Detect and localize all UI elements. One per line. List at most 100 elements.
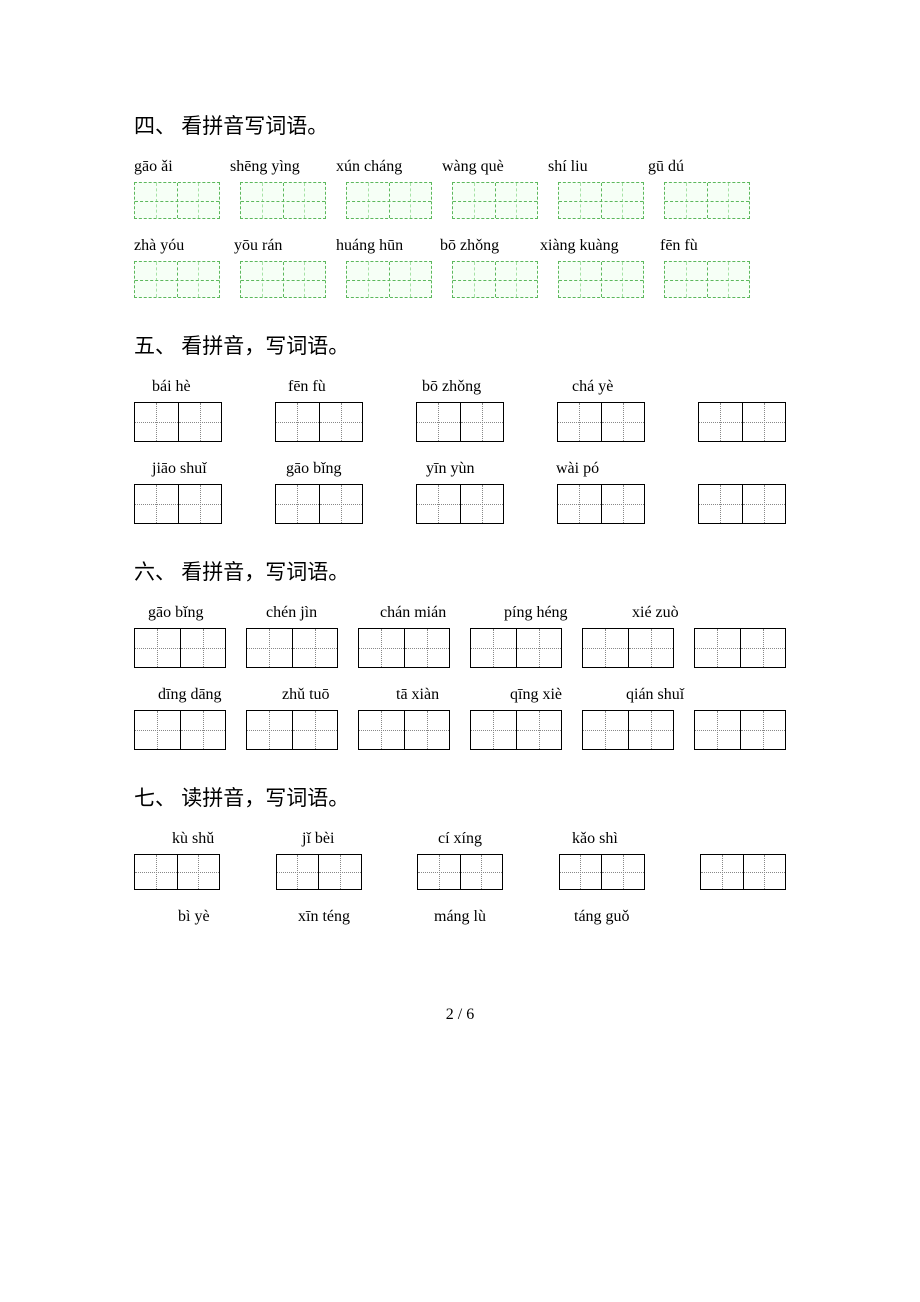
answer-box[interactable] xyxy=(416,402,504,442)
pinyin-label: jiāo shuǐ xyxy=(152,460,286,478)
answer-box[interactable] xyxy=(417,854,503,890)
pinyin-label: píng héng xyxy=(504,604,632,622)
section-5-row-1-boxes xyxy=(134,402,786,442)
pinyin-label: bō zhǒng xyxy=(440,237,540,255)
pinyin-label: chá yè xyxy=(572,378,613,396)
pinyin-label: zhǔ tuō xyxy=(282,686,396,704)
pinyin-label: huáng hūn xyxy=(336,237,440,255)
pinyin-label: táng guǒ xyxy=(574,908,630,926)
page-number: 2 / 6 xyxy=(134,1006,786,1024)
pinyin-label: shí liu xyxy=(548,158,648,176)
section-7-row-1-pinyin: kù shǔ jǐ bèi cí xíng kǎo shì xyxy=(134,830,786,848)
pinyin-label: bō zhǒng xyxy=(422,378,572,396)
pinyin-label: gū dú xyxy=(648,158,684,176)
pinyin-label: gāo bǐng xyxy=(286,460,426,478)
section-6-row-2-pinyin: dīng dāng zhǔ tuō tā xiàn qīng xiè qián … xyxy=(134,686,786,704)
answer-box[interactable] xyxy=(470,710,562,750)
answer-box[interactable] xyxy=(134,484,222,524)
answer-box[interactable] xyxy=(416,484,504,524)
section-6-heading: 六、 看拼音，写词语。 xyxy=(134,556,786,586)
section-6-row-2-boxes xyxy=(134,710,786,750)
pinyin-label: xié zuò xyxy=(632,604,679,622)
answer-box[interactable] xyxy=(698,402,786,442)
answer-box[interactable] xyxy=(358,710,450,750)
answer-box[interactable] xyxy=(470,628,562,668)
pinyin-label: fēn fù xyxy=(288,378,422,396)
answer-box[interactable] xyxy=(240,182,326,219)
section-4-row-1-pinyin: gāo ǎi shēng yìng xún cháng wàng què shí… xyxy=(134,158,786,176)
pinyin-label: fēn fù xyxy=(660,237,698,255)
section-6-row-1-boxes xyxy=(134,628,786,668)
answer-box[interactable] xyxy=(346,182,432,219)
pinyin-label: wài pó xyxy=(556,460,599,478)
answer-box[interactable] xyxy=(134,182,220,219)
pinyin-label: chén jìn xyxy=(266,604,380,622)
pinyin-label: qīng xiè xyxy=(510,686,626,704)
answer-box[interactable] xyxy=(582,710,674,750)
pinyin-label: cí xíng xyxy=(438,830,572,848)
pinyin-label: shēng yìng xyxy=(230,158,336,176)
pinyin-label: chán mián xyxy=(380,604,504,622)
section-4-heading: 四、 看拼音写词语。 xyxy=(134,110,786,140)
pinyin-label: bái hè xyxy=(152,378,288,396)
section-5-heading: 五、 看拼音，写词语。 xyxy=(134,330,786,360)
section-5-row-2-boxes xyxy=(134,484,786,524)
answer-box[interactable] xyxy=(700,854,786,890)
answer-box[interactable] xyxy=(452,182,538,219)
answer-box[interactable] xyxy=(276,854,362,890)
answer-box[interactable] xyxy=(557,484,645,524)
answer-box[interactable] xyxy=(134,628,226,668)
worksheet-page: 四、 看拼音写词语。 gāo ǎi shēng yìng xún cháng w… xyxy=(0,0,920,1064)
pinyin-label: qián shuǐ xyxy=(626,686,684,704)
answer-box[interactable] xyxy=(275,402,363,442)
section-6-row-1-pinyin: gāo bǐng chén jìn chán mián píng héng xi… xyxy=(134,604,786,622)
pinyin-label: máng lù xyxy=(434,908,574,926)
answer-box[interactable] xyxy=(559,854,645,890)
pinyin-label: bì yè xyxy=(178,908,298,926)
section-7: 七、 读拼音，写词语。 kù shǔ jǐ bèi cí xíng kǎo sh… xyxy=(134,782,786,926)
answer-box[interactable] xyxy=(698,484,786,524)
answer-box[interactable] xyxy=(240,261,326,298)
section-4: 四、 看拼音写词语。 gāo ǎi shēng yìng xún cháng w… xyxy=(134,110,786,298)
section-6: 六、 看拼音，写词语。 gāo bǐng chén jìn chán mián … xyxy=(134,556,786,750)
pinyin-label: gāo bǐng xyxy=(148,604,266,622)
answer-box[interactable] xyxy=(558,261,644,298)
pinyin-label: xiàng kuàng xyxy=(540,237,660,255)
pinyin-label: yōu rán xyxy=(234,237,336,255)
answer-box[interactable] xyxy=(557,402,645,442)
pinyin-label: dīng dāng xyxy=(158,686,282,704)
pinyin-label: yīn yùn xyxy=(426,460,556,478)
answer-box[interactable] xyxy=(358,628,450,668)
answer-box[interactable] xyxy=(558,182,644,219)
answer-box[interactable] xyxy=(134,402,222,442)
answer-box[interactable] xyxy=(694,710,786,750)
answer-box[interactable] xyxy=(134,710,226,750)
answer-box[interactable] xyxy=(694,628,786,668)
pinyin-label: wàng què xyxy=(442,158,548,176)
section-4-row-2-pinyin: zhà yóu yōu rán huáng hūn bō zhǒng xiàng… xyxy=(134,237,786,255)
section-7-row-1-boxes xyxy=(134,854,786,890)
answer-box[interactable] xyxy=(246,628,338,668)
pinyin-label: xīn téng xyxy=(298,908,434,926)
pinyin-label: jǐ bèi xyxy=(302,830,438,848)
answer-box[interactable] xyxy=(134,261,220,298)
answer-box[interactable] xyxy=(452,261,538,298)
answer-box[interactable] xyxy=(664,261,750,298)
section-4-row-2-boxes xyxy=(134,261,786,298)
answer-box[interactable] xyxy=(582,628,674,668)
pinyin-label: kǎo shì xyxy=(572,830,618,848)
answer-box[interactable] xyxy=(664,182,750,219)
answer-box[interactable] xyxy=(275,484,363,524)
section-5-row-1-pinyin: bái hè fēn fù bō zhǒng chá yè xyxy=(134,378,786,396)
section-7-heading: 七、 读拼音，写词语。 xyxy=(134,782,786,812)
pinyin-label: xún cháng xyxy=(336,158,442,176)
section-5: 五、 看拼音，写词语。 bái hè fēn fù bō zhǒng chá y… xyxy=(134,330,786,524)
section-5-row-2-pinyin: jiāo shuǐ gāo bǐng yīn yùn wài pó xyxy=(134,460,786,478)
pinyin-label: tā xiàn xyxy=(396,686,510,704)
answer-box[interactable] xyxy=(346,261,432,298)
section-4-row-1-boxes xyxy=(134,182,786,219)
answer-box[interactable] xyxy=(134,854,220,890)
answer-box[interactable] xyxy=(246,710,338,750)
section-7-row-2-pinyin: bì yè xīn téng máng lù táng guǒ xyxy=(134,908,786,926)
pinyin-label: gāo ǎi xyxy=(134,158,230,176)
